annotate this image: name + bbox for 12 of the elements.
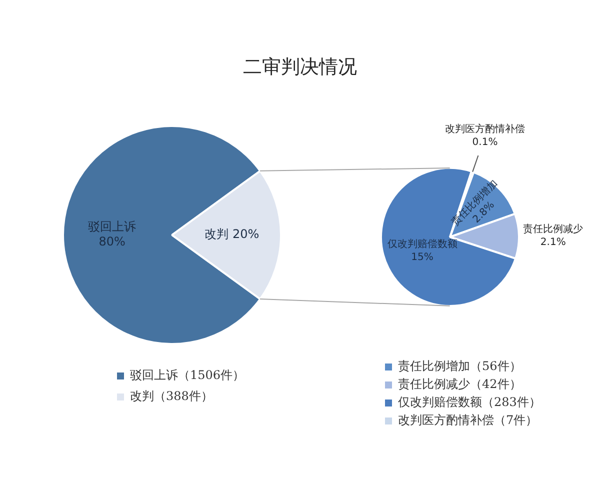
data-label: 驳回上诉 80%: [88, 220, 136, 249]
data-label: 仅改判赔偿数额 15%: [387, 238, 458, 264]
legend-label: 仅改判赔偿数额（283件）: [398, 395, 541, 410]
data-label: 责任比例减少 2.1%: [523, 223, 584, 248]
data-label: 改判医方酌情补偿 0.1%: [444, 123, 525, 148]
legend-label: 责任比例减少（42件）: [398, 377, 522, 392]
data-label: 改判 20%: [204, 227, 260, 242]
legend-label: 改判（388件）: [130, 389, 213, 404]
legend-label: 驳回上诉（1506件）: [130, 368, 245, 382]
legend-label: 改判医方酌情补偿（7件）: [398, 413, 538, 428]
legend-label: 责任比例增加（56件）: [398, 359, 522, 374]
chart-title: 二审判决情况: [242, 55, 358, 80]
